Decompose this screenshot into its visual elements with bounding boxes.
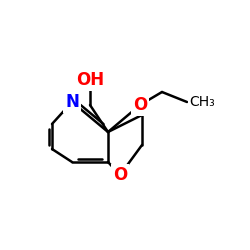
Text: N: N xyxy=(65,93,79,111)
Text: O: O xyxy=(133,96,147,114)
Text: OH: OH xyxy=(76,71,104,89)
Text: CH₃: CH₃ xyxy=(189,95,215,109)
Text: O: O xyxy=(113,166,127,184)
